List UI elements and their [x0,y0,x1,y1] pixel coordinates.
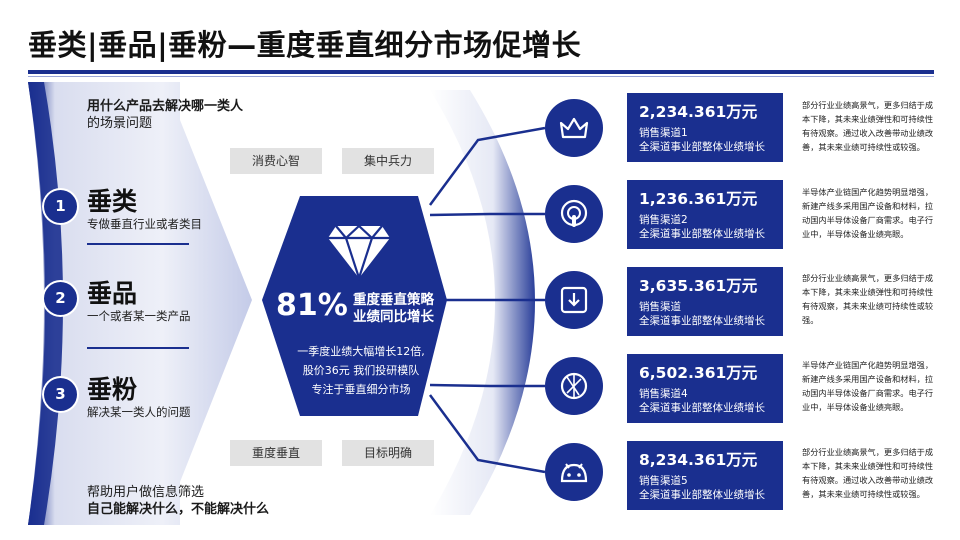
left-arrow-band [28,82,252,525]
tag-clear-goal: 目标明确 [342,440,434,466]
item-title: 垂粉 [87,375,138,404]
center-description: 一季度业绩大幅增长12倍, 股价36元 我们投研模队 专注于垂直细分市场 [297,345,425,396]
item-number: 1 [44,190,77,223]
item-subtitle: 解决某一类人的问题 [87,405,191,419]
page-title: 垂类|垂品|垂粉—重度垂直细分市场促增长 [28,28,582,62]
crown-icon [545,99,603,157]
item-divider [87,243,189,245]
diamond-icon [328,224,390,282]
title-rule-thin [28,76,934,77]
item-title: 垂品 [87,279,138,308]
metric-card-5: 8,234.361万元 销售渠道5 全渠道事业部整体业绩增长 [627,441,783,510]
tag-focus-force: 集中兵力 [342,148,434,174]
row-note-4: 半导体产业链国产化趋势明显增强，新建产线多采用国产设备和材料，拉动国内半导体设备… [802,360,934,412]
center-percent: 81% [276,288,348,323]
metric-card-3: 3,635.361万元 销售渠道 全渠道事业部整体业绩增长 [627,267,783,336]
item-number: 2 [44,282,77,315]
bottom-note: 帮助用户做信息筛选 自己能解决什么，不能解决什么 [87,485,270,517]
item-subtitle: 一个或者某一类产品 [87,309,191,323]
aperture-icon [545,357,603,415]
top-question: 用什么产品去解决哪一类人 的场景问题 [87,99,244,131]
row-note-3: 部分行业业绩高景气，更多归结于成本下降，其未来业绩弹性和可持续性有待观察，其未来… [802,273,934,325]
item-title: 垂类 [87,187,138,216]
tag-consumer-mind: 消费心智 [230,148,322,174]
row-note-1: 部分行业业绩高景气，更多归结于成本下降，其未来业绩弹性和可持续性有待观察。通过收… [802,100,934,152]
android-icon [545,443,603,501]
right-arc [430,90,535,515]
tag-heavy-vertical: 重度垂直 [230,440,322,466]
download-icon [545,271,603,329]
connector-lines [428,126,546,474]
item-subtitle: 专做垂直行业或者类目 [87,217,202,231]
center-label: 重度垂直策略 业绩同比增长 [353,292,434,325]
podcast-icon [545,185,603,243]
item-number: 3 [44,378,77,411]
item-divider [87,347,189,349]
metric-card-1: 2,234.361万元 销售渠道1 全渠道事业部整体业绩增长 [627,93,783,162]
metric-card-2: 1,236.361万元 销售渠道2 全渠道事业部整体业绩增长 [627,180,783,249]
row-note-5: 部分行业业绩高景气，更多归结于成本下降，其未来业绩弹性和可持续性有待观察。通过收… [802,447,934,499]
row-note-2: 半导体产业链国产化趋势明显增强，新建产线多采用国产设备和材料，拉动国内半导体设备… [802,187,934,239]
metric-card-4: 6,502.361万元 销售渠道4 全渠道事业部整体业绩增长 [627,354,783,423]
title-rule [28,70,934,74]
